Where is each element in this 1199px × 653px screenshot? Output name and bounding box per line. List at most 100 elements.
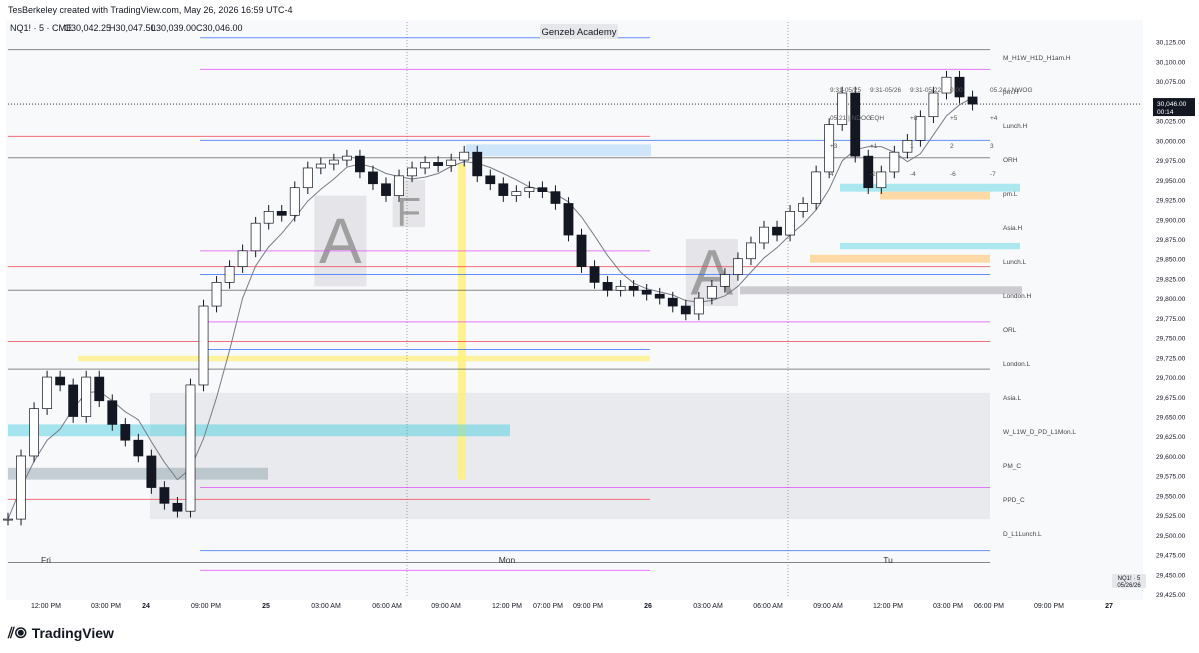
candle-body: [680, 305, 691, 315]
level-label-6: Lunch.L: [1003, 259, 1027, 266]
candle-body: [941, 76, 952, 94]
candle-body: [733, 258, 743, 275]
y-tick-label: 29,700.00: [1156, 375, 1186, 382]
candle-body: [563, 203, 574, 236]
candle-body: [798, 203, 809, 212]
annotation-11: +1: [870, 143, 878, 150]
y-tick-label: 29,875.00: [1156, 237, 1186, 244]
candle-body: [524, 187, 535, 192]
y-tick-label: 29,925.00: [1156, 198, 1186, 205]
candle-body: [472, 151, 483, 177]
y-tick-label: 29,500.00: [1156, 533, 1186, 540]
y-tick-label: 30,075.00: [1156, 79, 1186, 86]
y-tick-label: 29,850.00: [1156, 257, 1186, 264]
label-layer: M_H1W_H1D_H1am.H pm.H Lunch.H ORH pm.L Asia.H…: [41, 55, 1146, 589]
candle-body: [876, 171, 887, 189]
moving-average-layer: [7, 97, 973, 520]
candle-body: [55, 376, 66, 386]
candle-body: [967, 96, 978, 105]
y-tick-label: 29,600.00: [1156, 454, 1186, 461]
candle-body: [289, 187, 300, 216]
candle-body: [146, 455, 157, 488]
tradingview-logo[interactable]: ⫽⦿ TradingView: [8, 624, 114, 642]
level-label-2: Lunch.H: [1003, 123, 1028, 130]
candle-body: [94, 376, 105, 402]
cyan-zone-right: [840, 183, 1020, 192]
annotation-8: +5: [950, 115, 958, 122]
ohlc-high: H30,047.50: [109, 23, 156, 33]
level-label-8: ORL: [1003, 327, 1017, 334]
candle-body: [198, 305, 209, 386]
y-tick-label: 29,975.00: [1156, 158, 1186, 165]
candle-body: [172, 502, 183, 512]
watermark-badge: Genzeb Academy: [540, 24, 618, 39]
price-axis-area[interactable]: [1143, 20, 1195, 600]
session-separators: [406, 22, 789, 598]
x-tick-label: 07:00 PM: [533, 603, 563, 610]
y-tick-label: 30,000.00: [1156, 138, 1186, 145]
level-label-11: W_L1W_D_PD_L1Mon.L: [1003, 429, 1076, 436]
y-tick-label: 29,825.00: [1156, 276, 1186, 283]
countdown-label: 00:14: [1157, 109, 1174, 116]
x-tick-label: 12:00 PM: [31, 603, 61, 610]
y-tick-label: 29,575.00: [1156, 474, 1186, 481]
plot-area[interactable]: [6, 20, 1143, 600]
candle-body: [120, 424, 131, 441]
y-tick-label: 29,675.00: [1156, 395, 1186, 402]
y-tick-label: 29,550.00: [1156, 493, 1186, 500]
annotation-14: 3: [990, 143, 994, 150]
x-tick-label: 03:00 PM: [933, 603, 963, 610]
x-tick-label: 09:00 PM: [191, 603, 221, 610]
cyan-zone: [8, 424, 510, 437]
candle-body: [328, 159, 339, 165]
zone-layer: A FA: [8, 144, 1022, 520]
level-label-14: D_L1Lunch.L: [1003, 531, 1042, 538]
candle-body: [824, 124, 835, 173]
candle-body: [446, 159, 457, 166]
candle-body: [589, 266, 600, 283]
candle-body: [537, 187, 548, 192]
brand-name: TradingView: [31, 625, 114, 641]
candle-body: [407, 167, 417, 177]
tradingview-logo-icon: ⫽⦿: [8, 624, 27, 642]
annotation-9: +4: [990, 115, 998, 122]
candle-layer: [3, 70, 978, 526]
annotation-1: 9:31-05/26: [870, 87, 901, 94]
candle-body: [772, 226, 782, 236]
candle-body: [459, 151, 470, 161]
candle-body: [185, 384, 196, 512]
candle-body: [16, 455, 26, 520]
annotation-3: 0:00: [950, 87, 963, 94]
candle-body: [615, 285, 626, 291]
orange-zone: [880, 191, 990, 200]
candle-body: [263, 211, 274, 224]
x-tick-label: 06:00 AM: [372, 603, 402, 610]
candle-body: [785, 211, 795, 236]
x-tick-label: 09:00 PM: [1034, 603, 1064, 610]
zone-label-1: F: [397, 190, 421, 234]
y-tick-label: 29,800.00: [1156, 296, 1186, 303]
candle-body: [250, 222, 261, 252]
candle-body: [485, 175, 496, 185]
candle-body: [302, 167, 313, 189]
y-tick-label: 29,950.00: [1156, 178, 1186, 185]
range-zone: [150, 392, 990, 520]
annotation-10: +3: [830, 143, 838, 150]
candle-body: [811, 171, 822, 204]
x-tick-label: 26: [644, 603, 652, 610]
blue-zone: [466, 144, 651, 157]
last-price-badge: [1153, 98, 1195, 117]
level-label-5: Asia.H: [1003, 225, 1022, 232]
candle-body: [641, 289, 652, 295]
candle-body: [954, 76, 965, 98]
price-axis: 30,125.0030,100.0030,075.0030,050.0030,0…: [1153, 40, 1195, 599]
annotation-12: 1: [910, 143, 914, 150]
level-label-1: pm.H: [1003, 89, 1019, 96]
candle-body: [42, 376, 53, 409]
x-tick-label: 12:00 PM: [492, 603, 522, 610]
x-tick-label: 09:00 AM: [813, 603, 843, 610]
candle-body: [81, 376, 92, 417]
y-tick-label: 29,425.00: [1156, 592, 1186, 599]
level-label-10: Asia.L: [1003, 395, 1021, 402]
